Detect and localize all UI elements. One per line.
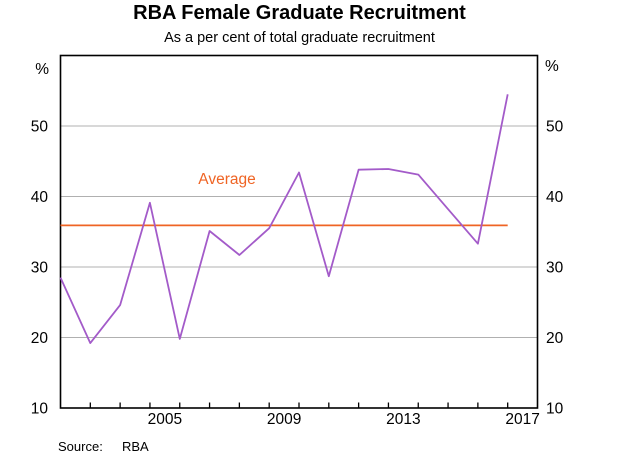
unit-label-left: %: [35, 61, 49, 78]
y-axis-label-right: 20: [546, 330, 564, 347]
chart-title: RBA Female Graduate Recruitment: [133, 2, 466, 24]
y-axis-label-left: 40: [31, 189, 49, 206]
chart-subtitle: As a per cent of total graduate recruitm…: [164, 30, 435, 46]
source-value: RBA: [122, 439, 149, 454]
y-axis-label-left: 10: [31, 401, 49, 418]
source-label: Source:: [58, 439, 103, 454]
x-axis-label: 2017: [505, 411, 539, 428]
y-axis-label-right: 50: [546, 119, 564, 136]
y-axis-label-right: 40: [546, 189, 564, 206]
data-line: [59, 94, 509, 345]
plot-border: [59, 54, 539, 409]
unit-label-right: %: [545, 58, 559, 75]
x-axis-label: 2009: [267, 411, 301, 428]
x-axis-label: 2013: [386, 411, 420, 428]
x-axis-label: 2005: [148, 411, 182, 428]
y-axis-label-right: 30: [546, 260, 564, 277]
source-note: Source: RBA: [0, 439, 619, 457]
y-axis-label-left: 50: [31, 119, 49, 136]
y-axis-label-right: 10: [546, 401, 564, 418]
y-axis-label-left: 30: [31, 260, 49, 277]
y-axis-label-left: 20: [31, 330, 49, 347]
average-label: Average: [198, 171, 255, 188]
